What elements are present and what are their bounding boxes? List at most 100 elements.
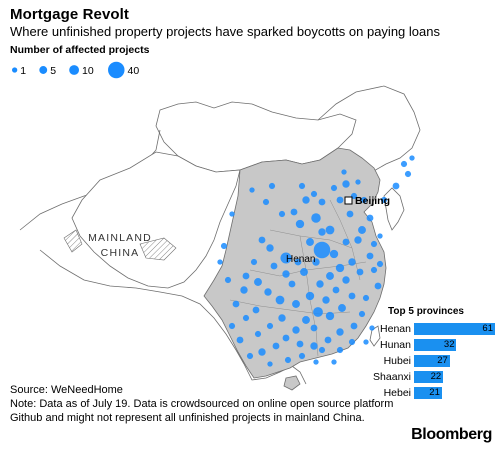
project-dot [374, 282, 382, 290]
project-dot [288, 280, 296, 288]
bar-row-hebei: Hebei 21 [360, 385, 495, 400]
project-dot [310, 190, 318, 198]
bar-fill: 22 [414, 370, 444, 383]
bar-row-hubei: Hubei 27 [360, 353, 495, 368]
project-dots [217, 155, 415, 367]
project-dot [284, 356, 292, 364]
project-dot [313, 359, 319, 365]
project-dot [313, 241, 331, 259]
project-dot [302, 196, 310, 204]
project-dot [326, 272, 334, 280]
project-dot [302, 316, 310, 324]
project-dot [242, 314, 250, 322]
project-dot [325, 225, 335, 235]
mainland-label-line2: CHINA [101, 247, 140, 259]
bar-row-henan: Henan 61 [360, 321, 495, 336]
project-dot [272, 342, 280, 350]
bar-track: 21 [414, 386, 495, 399]
project-dot [280, 252, 292, 264]
project-dot [324, 336, 332, 344]
project-dot [363, 339, 369, 345]
project-dot [370, 266, 378, 274]
project-dot [278, 210, 286, 218]
source-note: Source: WeNeedHome [10, 384, 123, 396]
top-provinces-chart: Top 5 provinces Henan 61 Hunan 32 Hubei 27 Sha… [360, 306, 495, 401]
project-dot [311, 213, 321, 223]
project-dot [342, 180, 350, 188]
project-dot [346, 210, 354, 218]
project-dot [262, 198, 270, 206]
project-dot [409, 155, 415, 161]
legend-dot-1 [12, 67, 18, 73]
henan-label: Henan [286, 254, 315, 265]
project-dot [290, 208, 298, 216]
beijing-marker [344, 196, 353, 205]
project-dot [338, 304, 346, 312]
project-dot [376, 260, 384, 268]
bar-fill: 61 [414, 322, 495, 335]
project-dot [366, 252, 374, 260]
project-dot [296, 340, 304, 348]
project-dot [258, 348, 266, 356]
legend-title: Number of affected projects [10, 44, 150, 56]
korea-outline [383, 187, 405, 231]
bar-fill: 21 [414, 386, 442, 399]
bar-value: 27 [437, 354, 448, 366]
project-dot [295, 219, 305, 229]
project-dot [366, 214, 374, 222]
bar-row-shaanxi: Shaanxi 22 [360, 369, 495, 384]
bar-track: 27 [414, 354, 495, 367]
project-dot [362, 294, 370, 302]
project-dot [332, 286, 340, 294]
project-dot [318, 228, 326, 236]
project-dot [360, 196, 368, 204]
bar-fill: 27 [414, 354, 450, 367]
project-dot [278, 314, 286, 322]
mainland-label-line1: MAINLAND [88, 232, 152, 244]
project-dot [392, 182, 400, 190]
project-dot [330, 184, 338, 192]
southwest-outline [39, 249, 245, 365]
project-dot [282, 270, 290, 278]
project-dot [336, 196, 344, 204]
bar-label: Shaanxi [373, 370, 411, 383]
project-dot [220, 242, 228, 250]
bar-label: Henan [380, 322, 411, 335]
bar-value: 32 [443, 338, 455, 350]
legend-dot-5 [39, 66, 48, 74]
project-dot [292, 300, 300, 308]
data-note: Note: Data as of July 19. Data is crowds… [10, 398, 394, 424]
hainan-island [283, 375, 301, 391]
project-dot [404, 170, 412, 178]
project-dot [254, 278, 262, 286]
project-dot [242, 272, 250, 280]
project-dot [246, 352, 254, 360]
legend-label-5: 5 [50, 65, 56, 77]
project-dot [336, 346, 344, 354]
project-dot [318, 346, 326, 354]
project-dot [250, 258, 258, 266]
project-dot [341, 169, 347, 175]
project-dot [335, 263, 345, 273]
china-west-region [71, 151, 241, 289]
taiwan-outline [369, 325, 381, 347]
chart-subtitle: Where unfinished property projects have … [10, 24, 440, 39]
project-dot [236, 336, 244, 344]
project-dot [400, 160, 408, 168]
project-dot [354, 236, 362, 244]
project-dot [266, 322, 274, 330]
project-dot [336, 328, 344, 336]
project-dot [267, 361, 273, 367]
project-dot [342, 238, 350, 246]
project-dot [275, 295, 285, 305]
legend-dot-10 [69, 65, 80, 75]
project-dot [350, 322, 358, 330]
project-dot [264, 288, 272, 296]
project-dot [300, 268, 308, 276]
project-dot [318, 198, 326, 206]
project-dot [282, 334, 290, 342]
project-dot [254, 330, 262, 338]
project-dot [266, 244, 274, 252]
chart-title: Mortgage Revolt [10, 6, 130, 23]
